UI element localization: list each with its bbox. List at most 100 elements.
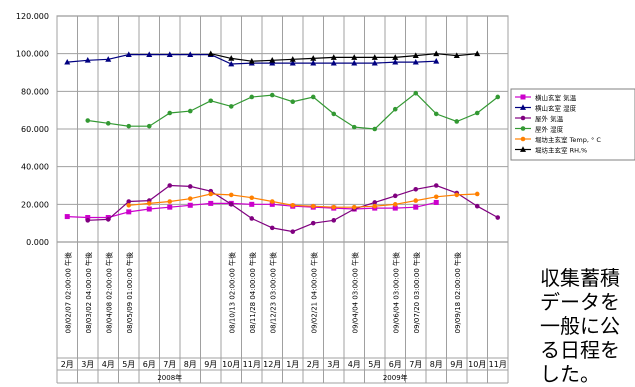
series <box>207 50 481 64</box>
data-point <box>269 201 275 207</box>
legend-entry: 横山玄室 気温 <box>515 93 577 102</box>
data-point <box>228 60 235 67</box>
month-label: 9月 <box>204 360 217 369</box>
legend-label: 横山玄室 気温 <box>535 93 577 102</box>
date-label: 08/10/13 02:00:00 午後 <box>227 252 236 333</box>
data-point <box>187 196 193 201</box>
data-point <box>290 99 296 104</box>
data-point <box>372 203 378 209</box>
data-point <box>412 58 419 65</box>
data-point <box>208 191 214 197</box>
data-point <box>520 136 526 142</box>
date-label: 09/06/04 03:00:00 午後 <box>391 252 400 333</box>
data-point <box>289 56 296 62</box>
data-point <box>392 193 398 199</box>
grid <box>56 15 509 384</box>
data-point <box>372 200 378 205</box>
y-axis: 0.000 20.000 40.000 60.000 80.000 100.000 120.… <box>16 12 49 247</box>
data-point <box>64 58 71 65</box>
y-tick-label: 120.000 <box>16 12 49 21</box>
data-point <box>269 59 276 66</box>
data-point <box>85 218 91 223</box>
data-point <box>310 94 316 100</box>
data-point <box>228 104 234 109</box>
data-point <box>454 192 460 198</box>
data-point <box>208 200 214 206</box>
data-point <box>413 198 419 203</box>
y-tick-label: 0.000 <box>26 238 49 247</box>
data-point <box>105 121 111 126</box>
data-point <box>433 199 439 205</box>
legend-entry: 堀坊主玄室 Temp, ° C <box>515 135 601 144</box>
data-point <box>208 98 214 104</box>
data-point <box>167 204 173 210</box>
date-label: 09/04/04 03:00:00 午後 <box>350 252 359 333</box>
date-label: 08/05/09 01:00:00 午後 <box>125 252 134 333</box>
data-point <box>310 59 317 66</box>
description-line: データを <box>540 290 620 314</box>
y-tick-label: 100.000 <box>16 50 49 59</box>
x-axis: 2月 3月 4月 5月 6月 7月 8月 9月 10月 11月 12月 1月 2月 3月 4月 5月 6月 7月 8… <box>61 252 507 382</box>
month-label: 11月 <box>243 360 261 369</box>
series-line <box>210 53 478 62</box>
month-label: 3月 <box>327 360 340 369</box>
data-point <box>167 183 173 188</box>
data-point <box>351 59 358 66</box>
legend-label: 横山玄室 湿度 <box>535 104 577 113</box>
date-label: 09/02/21 04:00:00 午後 <box>309 252 318 333</box>
data-point <box>105 217 111 222</box>
data-point <box>105 56 112 62</box>
y-tick-label: 40.000 <box>21 163 49 172</box>
month-label: 10月 <box>222 360 240 369</box>
month-label: 6月 <box>389 360 402 369</box>
data-point <box>495 94 501 100</box>
date-label: 09/09/18 02:00:00 午後 <box>453 252 462 333</box>
month-label: 3月 <box>81 360 94 369</box>
data-point <box>269 225 275 231</box>
data-point <box>453 52 460 58</box>
legend-label: 堀坊主玄室 RH,% <box>535 146 587 155</box>
series <box>85 90 501 132</box>
description-text: 収集蓄積 データを 一般に公 る日程を した。 <box>540 266 635 386</box>
legend-label: 堀坊主玄室 Temp, ° C <box>535 135 601 144</box>
data-point <box>290 202 296 208</box>
data-point <box>412 52 419 58</box>
data-point <box>433 111 439 117</box>
data-point <box>228 202 234 207</box>
month-label: 2月 <box>307 360 320 369</box>
data-point <box>330 59 337 66</box>
data-point <box>371 59 378 66</box>
data-point <box>228 192 234 198</box>
data-point <box>269 92 275 98</box>
data-point <box>310 55 317 61</box>
data-point <box>433 183 439 188</box>
data-point <box>146 206 152 212</box>
data-point <box>126 199 132 204</box>
data-point <box>331 111 337 117</box>
data-point <box>351 204 357 210</box>
data-point <box>125 51 132 58</box>
data-point <box>187 184 193 189</box>
month-label: 6月 <box>143 360 156 369</box>
description-line: 収集蓄積 <box>540 266 620 290</box>
data-point <box>187 51 194 58</box>
date-label: 09/07/20 03:00:00 午後 <box>412 252 421 333</box>
month-label: 5月 <box>368 360 381 369</box>
series <box>126 191 480 210</box>
month-label: 4月 <box>102 360 115 369</box>
month-label: 5月 <box>122 360 135 369</box>
data-point <box>207 50 214 57</box>
y-tick-label: 20.000 <box>21 200 49 209</box>
data-point <box>474 50 481 57</box>
data-point <box>520 115 526 121</box>
month-label: 2月 <box>61 360 74 369</box>
date-label: 08/11/28 04:00:00 午後 <box>248 252 257 333</box>
data-point <box>228 55 235 61</box>
data-point <box>433 50 440 57</box>
data-point <box>187 202 193 208</box>
data-point <box>166 51 173 58</box>
month-label: 8月 <box>184 360 197 369</box>
data-point <box>413 186 419 192</box>
